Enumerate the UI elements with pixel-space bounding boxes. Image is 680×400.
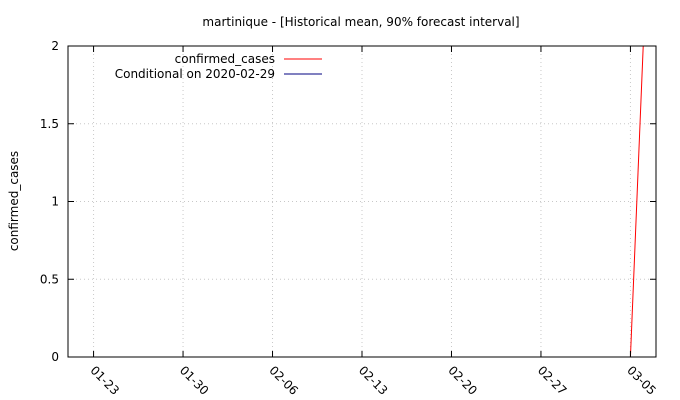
y-tick-label: 1 bbox=[51, 195, 59, 209]
legend-label: confirmed_cases bbox=[175, 52, 275, 66]
x-axis: 01-23 01-30 02-06 02-13 02-20 02-27 03-05 bbox=[87, 46, 659, 398]
x-tick-label: 02-13 bbox=[356, 363, 391, 398]
y-axis: 0 0.5 1 1.5 2 bbox=[40, 39, 656, 364]
y-tick-label: 2 bbox=[51, 39, 59, 53]
x-tick-label: 01-23 bbox=[87, 363, 122, 398]
series-line bbox=[629, 45, 644, 358]
x-tick-label: 01-30 bbox=[177, 363, 212, 398]
x-tick-label: 02-27 bbox=[535, 363, 570, 398]
legend-label: Conditional on 2020-02-29 bbox=[115, 67, 275, 81]
y-tick-label: 0 bbox=[51, 350, 59, 364]
grid bbox=[68, 46, 656, 357]
y-tick-label: 0.5 bbox=[40, 272, 59, 286]
y-axis-label: confirmed_cases bbox=[7, 151, 21, 251]
x-tick-label: 02-20 bbox=[445, 363, 480, 398]
y-tick-label: 1.5 bbox=[40, 117, 59, 131]
x-tick-label: 02-06 bbox=[266, 363, 301, 398]
x-tick-label: 03-05 bbox=[624, 363, 659, 398]
chart-title: martinique - [Historical mean, 90% forec… bbox=[202, 15, 519, 29]
series-layer bbox=[629, 45, 644, 358]
